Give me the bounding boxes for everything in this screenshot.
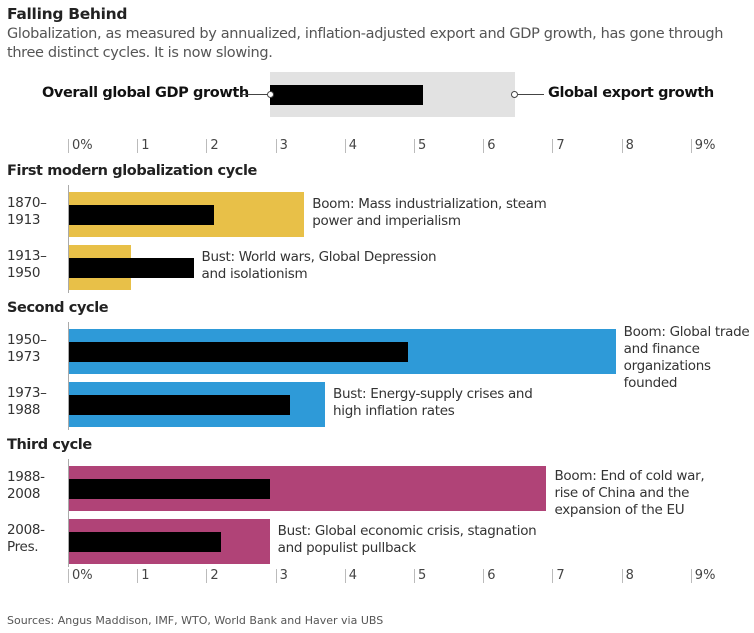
axis-tick-label-top: 8 xyxy=(625,138,634,153)
axis-tick-label-bottom: 6 xyxy=(487,568,496,583)
axis-tick-label-top: 7 xyxy=(556,138,565,153)
axis-tick-top xyxy=(275,139,277,153)
axis-tick-label-bottom: 1 xyxy=(141,568,150,583)
axis-tick-label-top: 0% xyxy=(72,138,93,153)
legend-gdp-dot xyxy=(267,91,274,98)
axis-tick-top xyxy=(414,139,415,153)
axis-baseline xyxy=(68,322,69,430)
axis-tick-label-top: 2 xyxy=(210,138,219,153)
axis-tick-label-bottom: 2 xyxy=(210,568,219,583)
axis-tick-bottom xyxy=(483,569,485,583)
period-label: 2008- Pres. xyxy=(7,522,45,555)
legend-gdp-swatch xyxy=(270,85,423,105)
period-label: 1870– 1913 xyxy=(7,195,47,228)
axis-tick-bottom xyxy=(621,569,623,583)
axis-tick-bottom xyxy=(137,569,139,583)
axis-tick-top xyxy=(344,139,346,153)
axis-tick-bottom xyxy=(552,569,554,583)
gdp-bar xyxy=(69,258,194,278)
axis-tick-bottom xyxy=(206,569,208,583)
annotation: Bust: Global economic crisis, stagnation… xyxy=(277,523,537,556)
chart-title: Falling Behind xyxy=(7,5,128,23)
axis-tick-bottom xyxy=(68,569,69,583)
axis-tick-bottom xyxy=(414,569,415,583)
axis-tick-label-top: 5 xyxy=(418,138,427,153)
legend-gdp-leader-line xyxy=(241,94,268,95)
axis-tick-label-bottom: 9% xyxy=(694,568,716,583)
axis-tick-label-bottom: 4 xyxy=(348,568,358,583)
legend-gdp-label: Overall global GDP growth xyxy=(42,85,249,101)
axis-tick-label-bottom: 3 xyxy=(279,568,288,583)
axis-tick-bottom xyxy=(344,569,346,583)
legend-export-leader-line xyxy=(518,94,544,95)
annotation: Boom: Global trade and finance organizatio… xyxy=(623,324,750,391)
section-title: Second cycle xyxy=(7,300,109,316)
axis-tick-bottom xyxy=(690,569,692,583)
axis-tick-label-bottom: 0% xyxy=(72,568,93,583)
period-label: 1973– 1988 xyxy=(7,385,47,418)
axis-tick-label-top: 3 xyxy=(279,138,288,153)
axis-tick-label-top: 4 xyxy=(348,138,358,153)
section-title: Third cycle xyxy=(7,437,92,453)
axis-baseline xyxy=(68,185,69,293)
axis-tick-top xyxy=(483,139,485,153)
gdp-bar xyxy=(69,205,215,225)
annotation: Boom: End of cold war, rise of China and … xyxy=(554,468,705,518)
axis-tick-label-bottom: 5 xyxy=(418,568,427,583)
legend-export-dot xyxy=(511,91,518,98)
annotation: Bust: World wars, Global Depression and i… xyxy=(201,249,437,282)
annotation: Bust: Energy-supply crises and high infla… xyxy=(333,386,533,419)
chart-subtitle: Globalization, as measured by annualized… xyxy=(7,26,724,61)
period-label: 1913– 1950 xyxy=(7,248,47,281)
period-label: 1988- 2008 xyxy=(7,469,45,502)
axis-tick-label-bottom: 7 xyxy=(556,568,565,583)
period-label: 1950– 1973 xyxy=(7,332,47,365)
axis-baseline xyxy=(68,459,69,567)
axis-tick-top xyxy=(552,139,554,153)
source-note: Sources: Angus Maddison, IMF, WTO, World… xyxy=(7,614,384,627)
axis-tick-top xyxy=(137,139,139,153)
axis-tick-label-top: 1 xyxy=(141,138,150,153)
axis-tick-top xyxy=(690,139,692,153)
gdp-bar xyxy=(69,479,270,499)
axis-tick-top xyxy=(206,139,208,153)
gdp-bar xyxy=(69,532,222,552)
axis-tick-top xyxy=(621,139,623,153)
legend-export-label: Global export growth xyxy=(548,85,714,101)
axis-tick-top xyxy=(68,139,69,153)
axis-tick-label-top: 6 xyxy=(487,138,496,153)
axis-tick-label-bottom: 8 xyxy=(625,568,634,583)
gdp-bar xyxy=(69,395,291,415)
gdp-bar xyxy=(69,342,409,362)
axis-tick-bottom xyxy=(275,569,277,583)
section-title: First modern globalization cycle xyxy=(7,163,257,179)
axis-tick-label-top: 9% xyxy=(694,138,716,153)
annotation: Boom: Mass industrialization, steam power… xyxy=(312,196,547,229)
